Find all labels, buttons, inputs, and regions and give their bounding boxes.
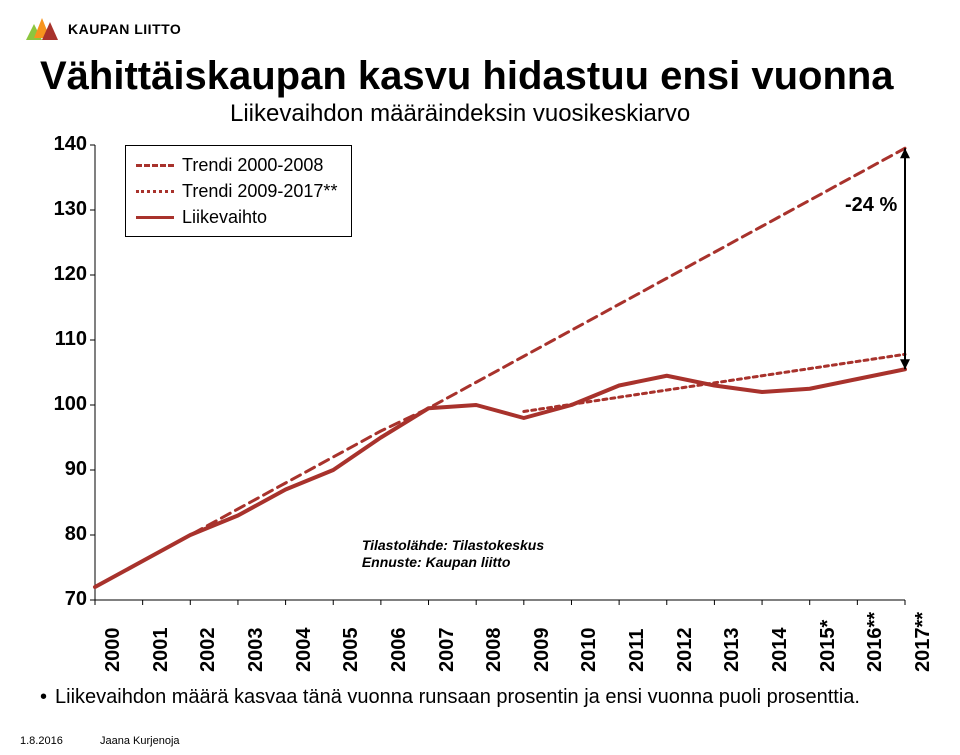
y-tick-label: 100 — [47, 393, 87, 416]
slide: KAUPAN LIITTO Vähittäiskaupan kasvu hida… — [0, 0, 960, 755]
gap-label: -24 % — [845, 194, 897, 217]
logo-text: KAUPAN LIITTO — [68, 21, 181, 37]
source-note: Tilastolähde: Tilastokeskus Ennuste: Kau… — [362, 537, 544, 572]
legend-swatch — [136, 216, 174, 219]
footer-author: Jaana Kurjenoja — [100, 735, 180, 747]
x-tick-label: 2002 — [197, 628, 220, 673]
x-tick-label: 2014 — [769, 628, 792, 673]
legend: Trendi 2000-2008 Trendi 2009-2017** Liikev… — [125, 145, 352, 237]
x-tick-label: 2006 — [388, 628, 411, 673]
legend-item: Liikevaihto — [136, 204, 337, 230]
legend-label: Liikevaihto — [182, 207, 267, 228]
source-line-2: Ennuste: Kaupan liitto — [362, 554, 544, 572]
x-tick-label: 2015* — [817, 620, 840, 672]
legend-swatch — [136, 190, 174, 193]
x-tick-label: 2007 — [436, 628, 459, 673]
x-tick-label: 2011 — [626, 629, 649, 672]
x-tick-label: 2005 — [340, 628, 363, 673]
x-tick-label: 2003 — [245, 628, 268, 673]
legend-swatch — [136, 164, 174, 167]
x-tick-label: 2016** — [864, 612, 887, 672]
y-tick-label: 110 — [47, 328, 87, 351]
y-tick-label: 90 — [47, 458, 87, 481]
footer-date: 1.8.2016 — [20, 735, 63, 747]
slide-subtitle: Liikevaihdon määräindeksin vuosikeskiarv… — [230, 100, 690, 128]
y-tick-label: 140 — [47, 133, 87, 156]
chart: Trendi 2000-2008 Trendi 2009-2017** Liikev… — [40, 140, 920, 680]
slide-title: Vähittäiskaupan kasvu hidastuu ensi vuon… — [40, 55, 940, 97]
x-tick-label: 2013 — [721, 628, 744, 673]
logo-mark — [18, 10, 62, 50]
legend-label: Trendi 2000-2008 — [182, 155, 323, 176]
y-tick-label: 80 — [47, 523, 87, 546]
x-tick-label: 2008 — [483, 628, 506, 673]
y-tick-label: 70 — [47, 588, 87, 611]
x-tick-label: 2001 — [150, 628, 173, 673]
x-tick-label: 2010 — [578, 628, 601, 673]
x-tick-label: 2012 — [674, 628, 697, 673]
legend-label: Trendi 2009-2017** — [182, 181, 337, 202]
x-tick-label: 2000 — [102, 628, 125, 673]
x-tick-label: 2004 — [293, 628, 316, 673]
legend-item: Trendi 2009-2017** — [136, 178, 337, 204]
x-tick-label: 2009 — [531, 628, 554, 673]
y-tick-label: 120 — [47, 263, 87, 286]
source-line-1: Tilastolähde: Tilastokeskus — [362, 537, 544, 555]
x-tick-label: 2017** — [912, 612, 935, 672]
bullet-text: Liikevaihdon määrä kasvaa tänä vuonna ru… — [55, 685, 930, 709]
y-tick-label: 130 — [47, 198, 87, 221]
logo: KAUPAN LIITTO — [18, 10, 188, 50]
legend-item: Trendi 2000-2008 — [136, 152, 337, 178]
